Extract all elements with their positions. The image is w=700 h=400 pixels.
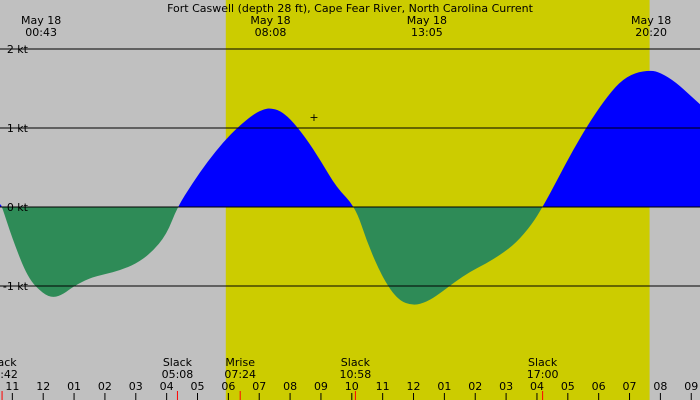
- x-tick-label: 10: [345, 380, 359, 393]
- bottom-event-label: Slack: [0, 356, 17, 369]
- x-tick-label: 01: [437, 380, 451, 393]
- x-axis-ticks: 11 12 01 02 03 04 05 06 07 08 09 10 11 12 01 02 03 04 05 06…: [5, 380, 698, 400]
- x-tick-label: 06: [592, 380, 606, 393]
- top-event-date: May 18: [631, 14, 671, 27]
- x-tick-label: 08: [283, 380, 297, 393]
- bottom-event-label: Slack: [528, 356, 558, 369]
- bottom-event-time: 05:08: [162, 368, 194, 381]
- x-tick-label: 07: [252, 380, 266, 393]
- x-tick-label: 03: [129, 380, 143, 393]
- x-tick-label: 08: [653, 380, 667, 393]
- x-tick-label: 12: [36, 380, 50, 393]
- top-event-time: 13:05: [411, 26, 443, 39]
- x-tick-label: 02: [468, 380, 482, 393]
- x-tick-label: 02: [98, 380, 112, 393]
- top-event-time: 00:43: [25, 26, 57, 39]
- gridlines: 2 kt 1 kt 0 kt -1 kt: [0, 43, 700, 293]
- chart-title: Fort Caswell (depth 28 ft), Cape Fear Ri…: [167, 2, 534, 15]
- top-event-time: 20:20: [635, 26, 667, 39]
- top-event-time: 08:08: [255, 26, 287, 39]
- bottom-event-labels: Slack23:42Slack05:08Mrise07:24Slack10:58…: [0, 356, 558, 400]
- x-tick-label: 05: [561, 380, 575, 393]
- x-tick-label: 09: [314, 380, 328, 393]
- y-tick-label: 2 kt: [7, 43, 29, 56]
- bottom-event-time: 17:00: [527, 368, 559, 381]
- y-tick-label: -1 kt: [3, 280, 29, 293]
- x-tick-label: 03: [499, 380, 513, 393]
- x-tick-label: 04: [530, 380, 544, 393]
- x-tick-label: 11: [376, 380, 390, 393]
- x-tick-label: 06: [221, 380, 235, 393]
- peak-marker: +: [309, 111, 318, 124]
- bottom-event-label: Mrise: [225, 356, 255, 369]
- x-tick-label: 11: [5, 380, 19, 393]
- x-tick-label: 04: [160, 380, 174, 393]
- x-tick-label: 09: [684, 380, 698, 393]
- bottom-event-time: 23:42: [0, 368, 18, 381]
- current-areas: [0, 70, 700, 305]
- x-tick-label: 12: [407, 380, 421, 393]
- top-event-date: May 18: [21, 14, 61, 27]
- bottom-event-label: Slack: [163, 356, 193, 369]
- ebb-current-area: [0, 207, 700, 305]
- bottom-event-time: 10:58: [340, 368, 372, 381]
- x-tick-label: 07: [623, 380, 637, 393]
- bottom-event-time: 07:24: [224, 368, 256, 381]
- top-event-date: May 18: [407, 14, 447, 27]
- bottom-event-label: Slack: [341, 356, 371, 369]
- flood-current-area: [0, 70, 700, 207]
- y-tick-label: 0 kt: [7, 201, 29, 214]
- y-tick-label: 1 kt: [7, 122, 29, 135]
- top-event-date: May 18: [250, 14, 290, 27]
- x-tick-label: 05: [191, 380, 205, 393]
- x-tick-label: 01: [67, 380, 81, 393]
